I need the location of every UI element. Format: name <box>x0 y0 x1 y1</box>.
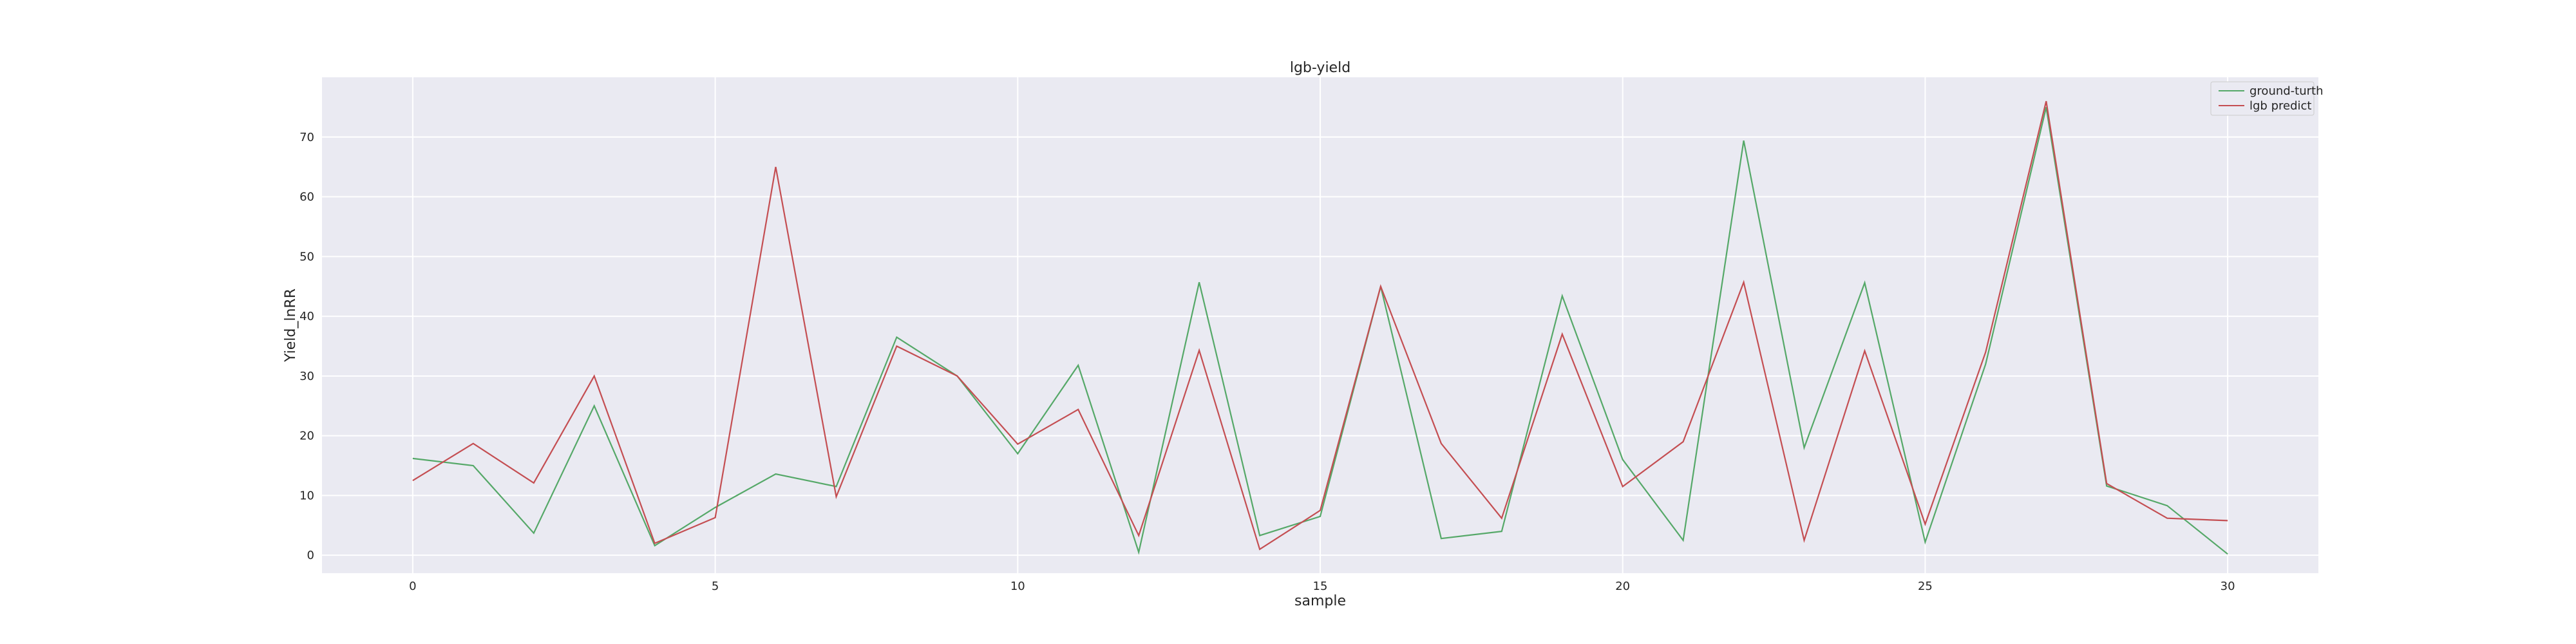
x-tick-label: 25 <box>1918 580 1933 593</box>
x-axis-label: sample <box>1294 593 1346 609</box>
y-tick-label: 10 <box>299 489 314 502</box>
y-tick-label: 60 <box>299 191 314 204</box>
y-tick-label: 50 <box>299 250 314 263</box>
y-tick-label: 40 <box>299 310 314 323</box>
y-tick-label: 70 <box>299 131 314 144</box>
tick-labels: 0 5 10 15 20 25 30 0 10 20 30 40 50 60 70 <box>299 131 2235 593</box>
legend: ground-turth lgb predict <box>2210 81 2324 116</box>
series-line-lgb-predict <box>412 100 2228 551</box>
x-tick-label: 0 <box>409 580 416 593</box>
x-tick-label: 30 <box>2221 580 2235 593</box>
legend-label-lgb-predict: lgb predict <box>2249 99 2311 113</box>
x-tick-label: 20 <box>1615 580 1630 593</box>
y-tick-label: 30 <box>299 370 314 383</box>
y-tick-label: 20 <box>299 430 314 443</box>
grid-lines <box>322 77 2318 573</box>
legend-label-ground-turth: ground-turth <box>2249 84 2324 98</box>
series-lines <box>412 100 2228 555</box>
x-tick-label: 5 <box>712 580 719 593</box>
y-axis-label: Yield_lnRR <box>283 289 299 363</box>
chart-title: lgb-yield <box>1290 60 1350 76</box>
y-tick-label: 0 <box>307 549 314 562</box>
series-line-ground-turth <box>412 107 2228 555</box>
x-tick-label: 10 <box>1010 580 1025 593</box>
x-tick-label: 15 <box>1313 580 1328 593</box>
